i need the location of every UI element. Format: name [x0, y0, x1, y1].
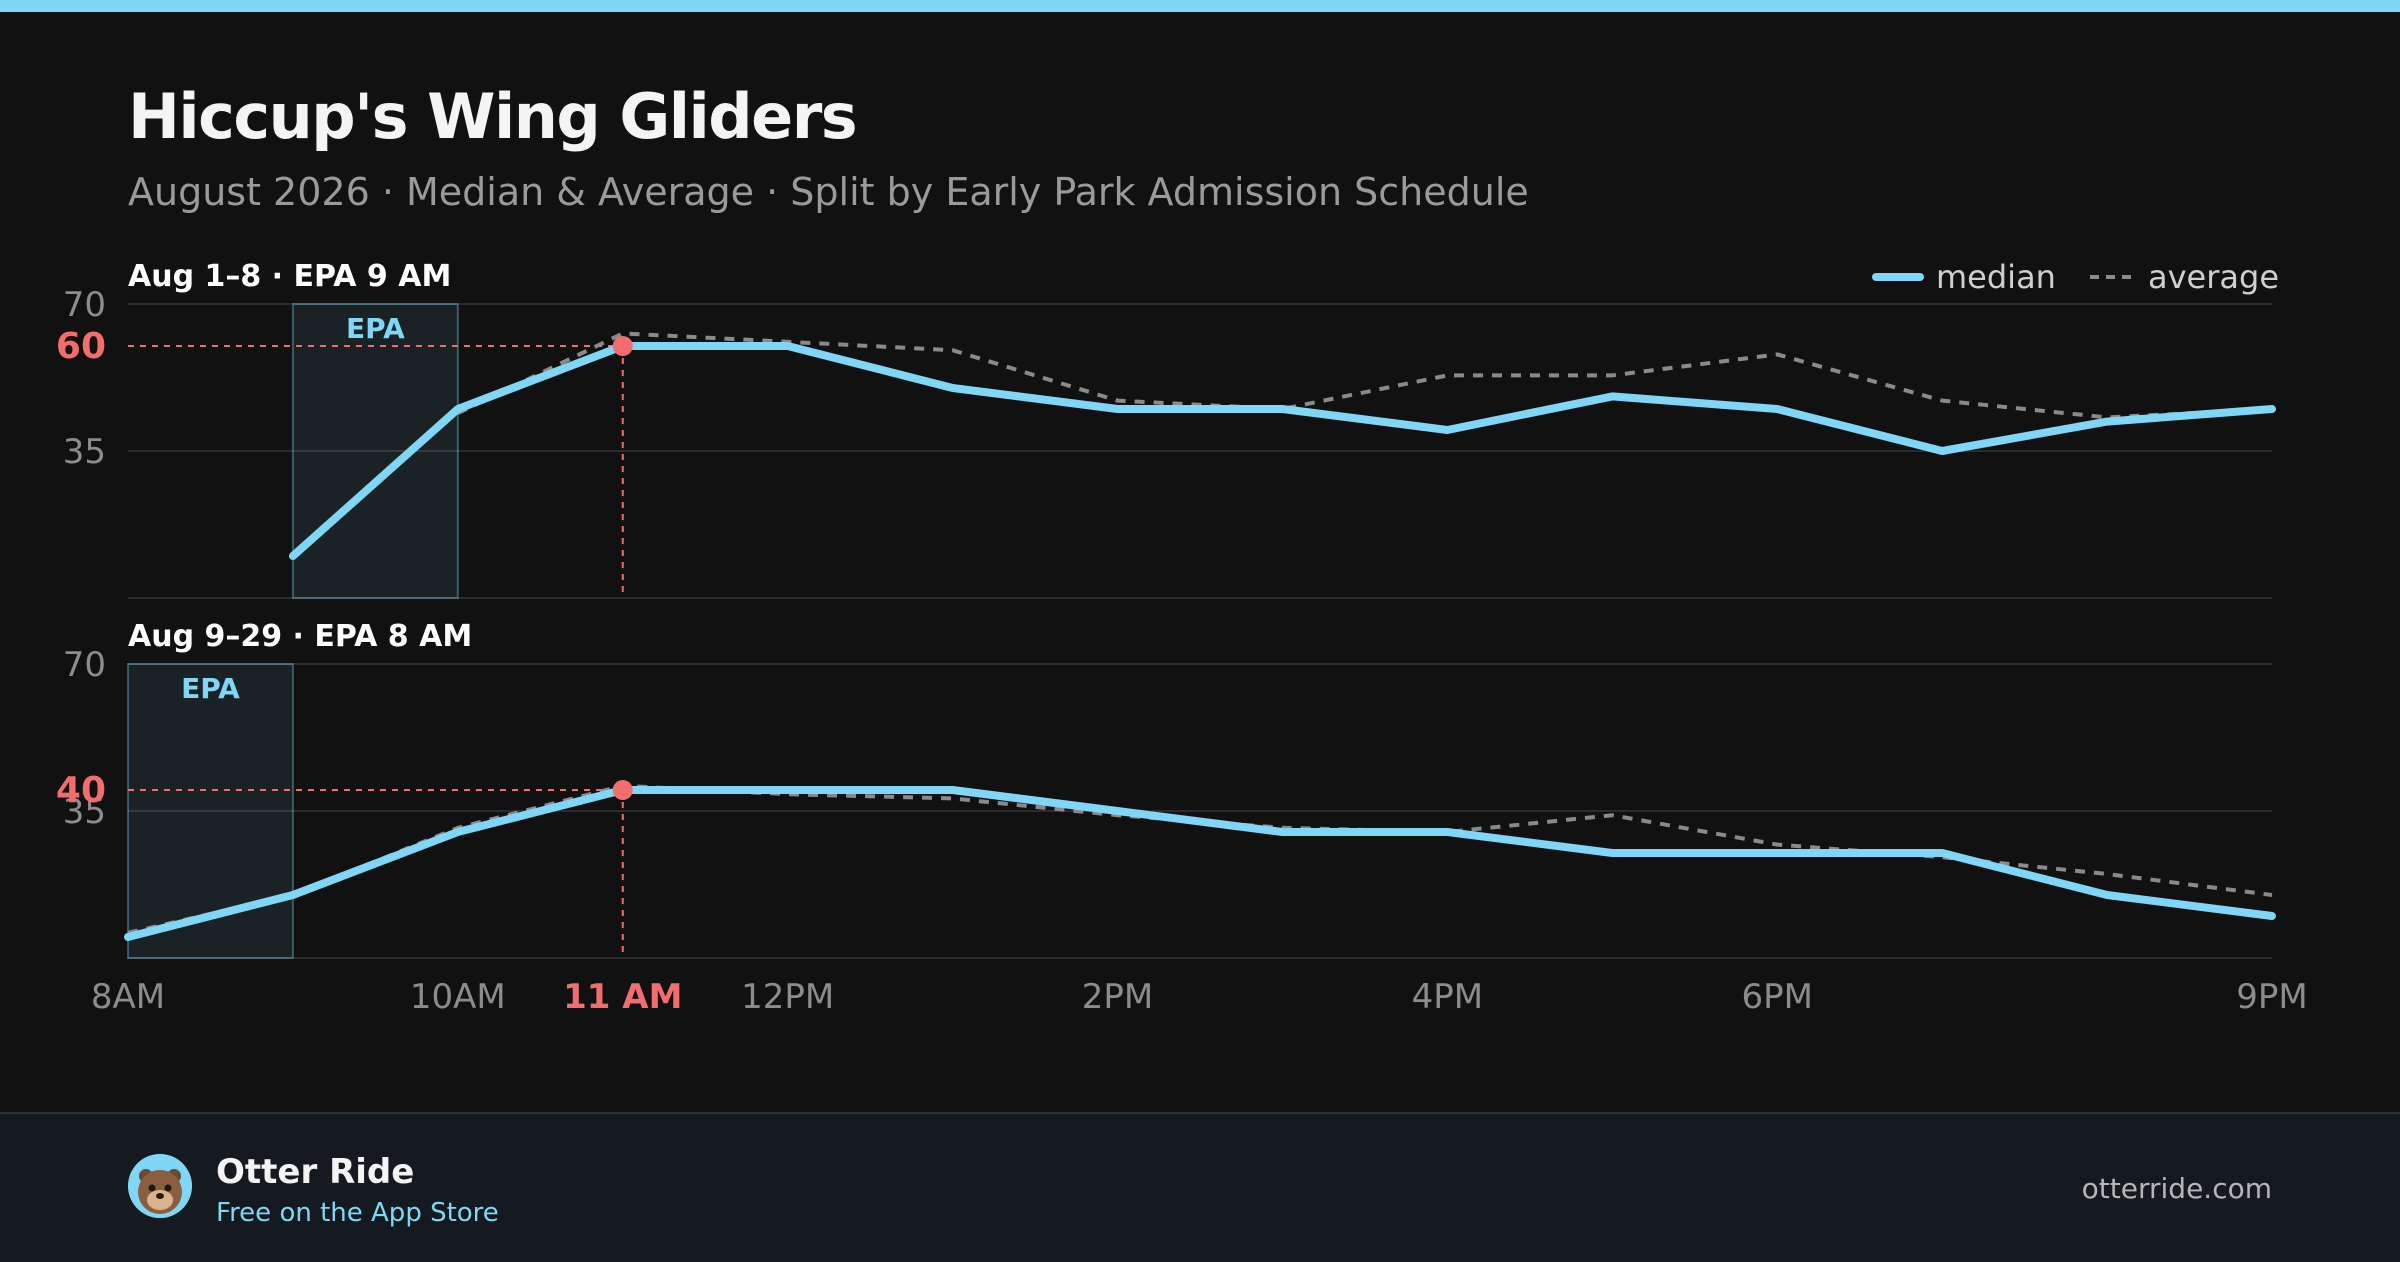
y-tick-label: 70 — [63, 285, 106, 325]
footer: Otter Ride Free on the App Store otterri… — [0, 1112, 2400, 1262]
highlight-value-label: 60 — [56, 326, 106, 367]
chart-subtitle: August 2026 · Median & Average · Split b… — [128, 170, 1529, 214]
epa-label: EPA — [181, 672, 240, 705]
top-accent-bar — [0, 0, 2400, 12]
epa-band — [291, 303, 459, 599]
epa-label: EPA — [346, 312, 405, 345]
panel-label: Aug 1–8 · EPA 9 AM — [128, 259, 451, 294]
site-link[interactable]: otterride.com — [2081, 1172, 2272, 1205]
x-tick-label: 4PM — [1412, 977, 1483, 1017]
brand-name: Otter Ride — [216, 1152, 415, 1192]
x-tick-label: 8AM — [91, 977, 165, 1017]
average-series-line — [456, 331, 2273, 420]
x-tick-label: 12PM — [741, 977, 834, 1017]
highlight-value-label: 40 — [56, 770, 106, 811]
wait-time-chart: 35 70 EPA Aug 1–8 · EPA 9 AM 60 35 70 EPA Aug 9–… — [56, 258, 2308, 1017]
average-series-line — [127, 783, 2273, 935]
app-store-link[interactable]: Free on the App Store — [216, 1198, 499, 1228]
chart-title: Hiccup's Wing Gliders — [128, 80, 858, 153]
x-tick-label: 10AM — [410, 977, 506, 1017]
x-tick-label: 2PM — [1082, 977, 1153, 1017]
y-tick-label: 70 — [63, 645, 106, 685]
median-series-line — [124, 786, 2276, 941]
legend-average-label: average — [2148, 258, 2279, 296]
otter-icon — [128, 1154, 192, 1218]
x-tick-label: 6PM — [1741, 977, 1812, 1017]
panel-label: Aug 9–29 · EPA 8 AM — [128, 619, 472, 654]
legend-median-label: median — [1936, 258, 2056, 296]
epa-band — [127, 663, 294, 959]
highlight-point — [612, 780, 633, 800]
y-tick-label: 35 — [63, 792, 106, 832]
y-tick-label: 35 — [63, 432, 106, 472]
x-highlight-label: 11 AM — [563, 977, 682, 1017]
highlight-point — [612, 336, 633, 356]
x-tick-label: 9PM — [2236, 977, 2307, 1017]
